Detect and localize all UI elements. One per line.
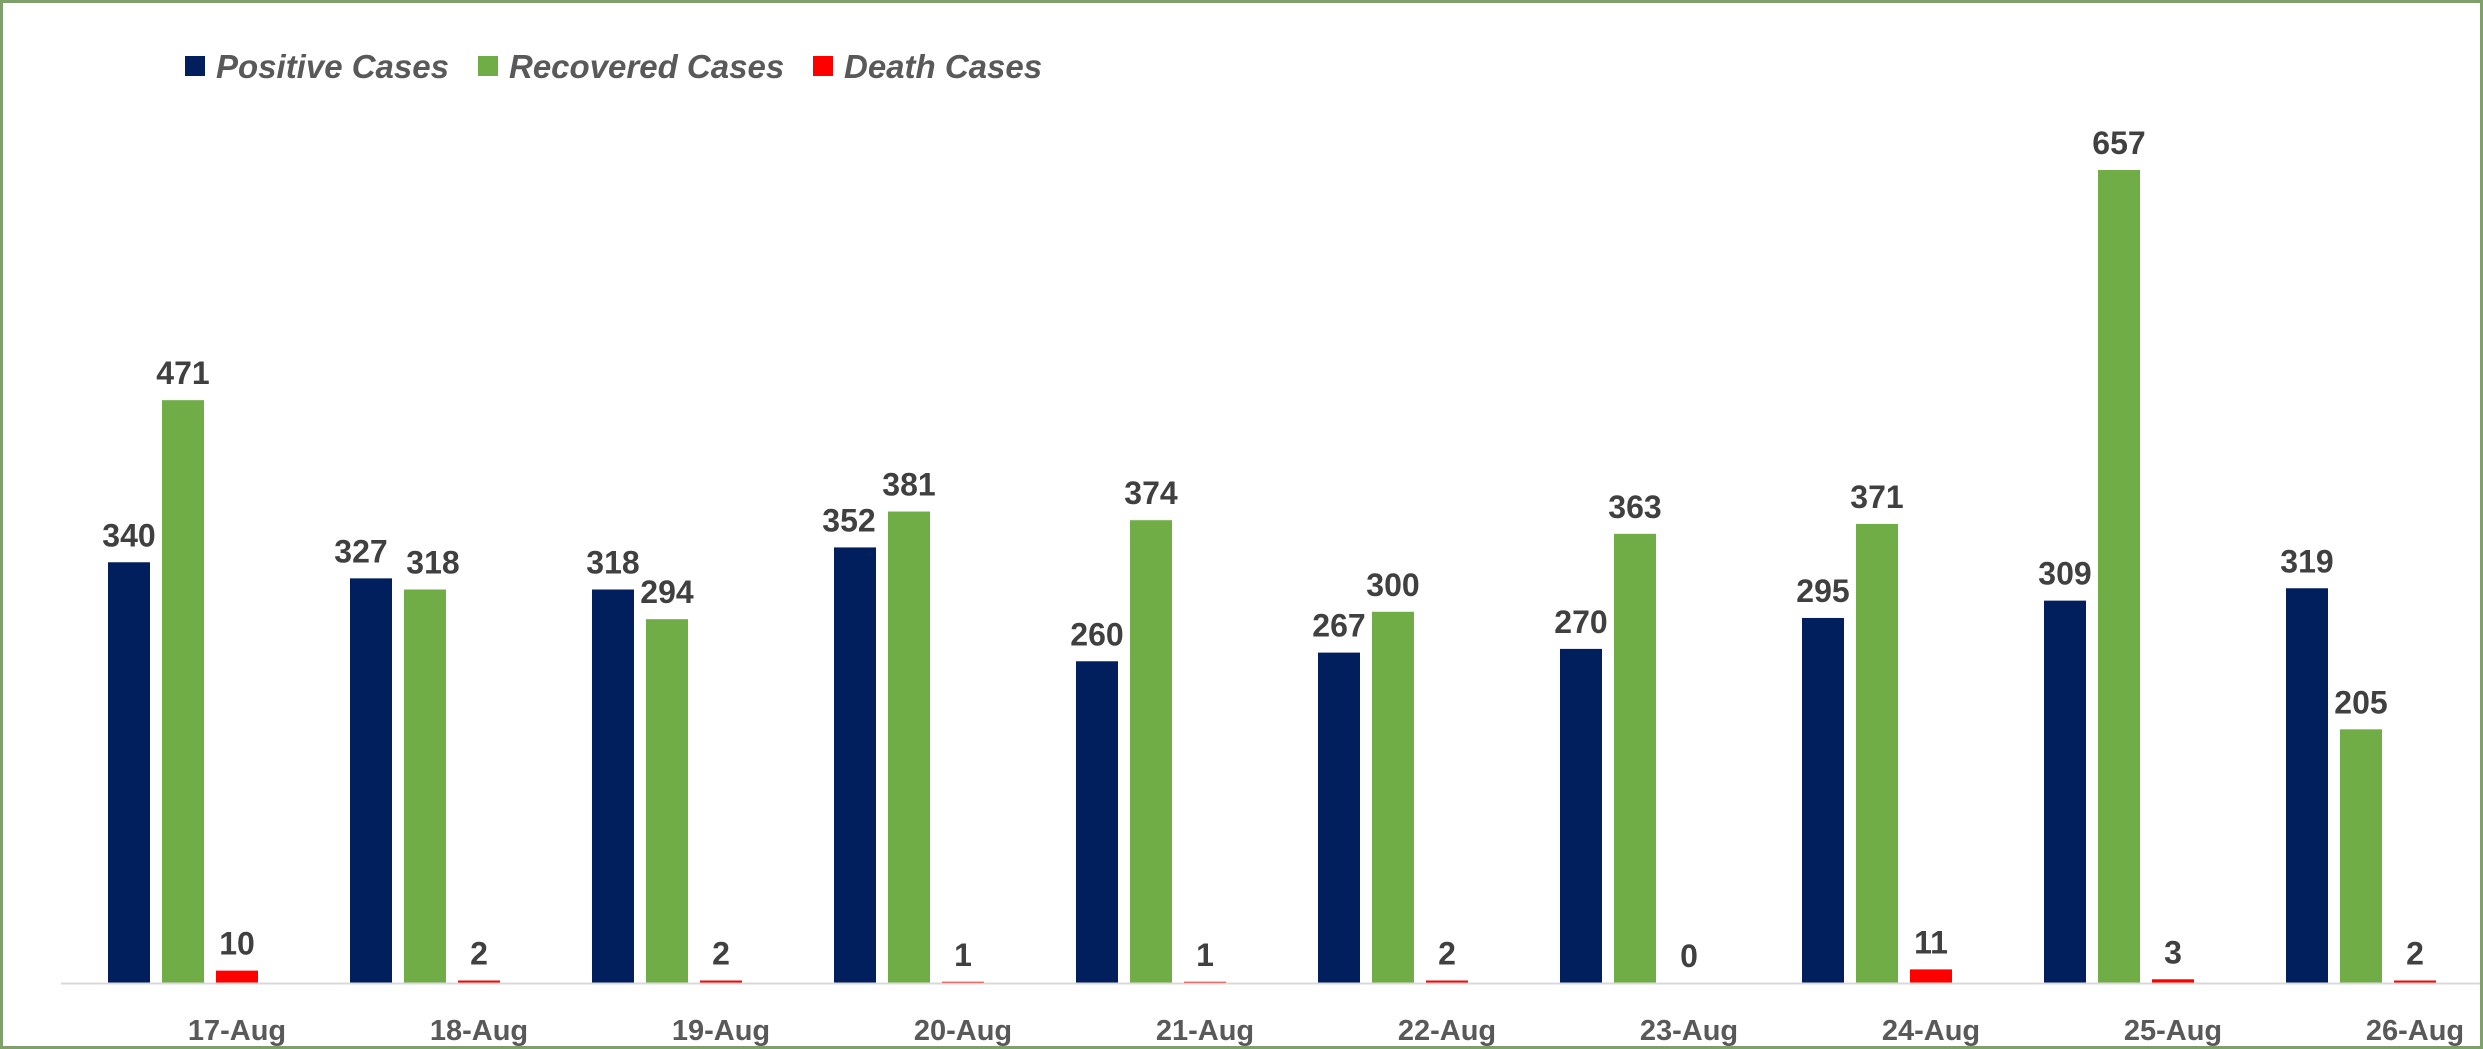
bars [108,170,2436,983]
data-label-death-cases-19-aug: 2 [712,936,730,972]
x-tick-label: 26-Aug [2366,1015,2464,1046]
data-label-positive-cases-24-aug: 295 [1796,573,1849,609]
bar-positive-cases-17-aug [108,562,150,983]
data-label-death-cases-18-aug: 2 [470,936,488,972]
bar-positive-cases-25-aug [2044,600,2086,983]
legend-swatch-positive-cases [185,56,205,76]
x-tick-label: 19-Aug [672,1015,770,1046]
data-label-positive-cases-17-aug: 340 [102,517,155,553]
bar-positive-cases-23-aug [1560,648,1602,983]
data-label-death-cases-21-aug: 1 [1196,937,1214,973]
bar-death-cases-22-aug [1426,980,1468,983]
bar-death-cases-24-aug [1910,969,1952,983]
bar-recovered-cases-25-aug [2098,170,2140,983]
bar-recovered-cases-17-aug [162,400,204,983]
data-label-positive-cases-19-aug: 318 [586,544,639,580]
bar-positive-cases-20-aug [834,547,876,983]
data-label-positive-cases-21-aug: 260 [1070,616,1123,652]
legend-swatch-death-cases [813,56,833,76]
bar-recovered-cases-22-aug [1372,611,1414,983]
bar-positive-cases-22-aug [1318,652,1360,983]
data-label-recovered-cases-20-aug: 381 [882,467,935,503]
bar-chart: Positive Cases Recovered Cases Death Cases… [61,48,2480,1046]
data-label-positive-cases-20-aug: 352 [822,502,875,538]
bar-recovered-cases-18-aug [404,589,446,983]
data-label-positive-cases-23-aug: 270 [1554,604,1607,640]
x-tick-label: 25-Aug [2124,1015,2222,1046]
data-label-death-cases-26-aug: 2 [2406,936,2424,972]
data-label-death-cases-20-aug: 1 [954,937,972,973]
bar-positive-cases-21-aug [1076,661,1118,983]
data-label-death-cases-23-aug: 0 [1680,938,1698,974]
data-label-positive-cases-25-aug: 309 [2038,556,2091,592]
bar-positive-cases-18-aug [350,578,392,983]
bar-death-cases-19-aug [700,980,742,983]
data-label-recovered-cases-25-aug: 657 [2092,125,2145,161]
data-label-recovered-cases-22-aug: 300 [1366,567,1419,603]
bar-recovered-cases-21-aug [1130,520,1172,983]
data-label-death-cases-22-aug: 2 [1438,936,1456,972]
bar-death-cases-25-aug [2152,979,2194,983]
bar-recovered-cases-20-aug [888,511,930,983]
data-label-death-cases-17-aug: 10 [219,926,255,962]
data-label-recovered-cases-24-aug: 371 [1850,479,1903,515]
bar-recovered-cases-26-aug [2340,729,2382,983]
x-axis: 17-Aug 18-Aug 19-Aug 20-Aug 21-Aug 22-Aug 23-A… [61,982,2480,1046]
bar-death-cases-20-aug [942,981,984,983]
data-label-death-cases-24-aug: 11 [1914,924,1948,960]
x-tick-label: 20-Aug [914,1015,1012,1046]
x-tick-label: 21-Aug [1156,1015,1254,1046]
data-label-recovered-cases-18-aug: 318 [406,544,459,580]
data-label-recovered-cases-21-aug: 374 [1124,475,1178,511]
bar-positive-cases-24-aug [1802,617,1844,983]
x-tick-label: 22-Aug [1398,1015,1496,1046]
bar-death-cases-17-aug [216,970,258,983]
data-label-positive-cases-26-aug: 319 [2280,543,2333,579]
bar-positive-cases-26-aug [2286,588,2328,983]
legend: Positive Cases Recovered Cases Death Cases [185,48,1042,85]
data-label-recovered-cases-19-aug: 294 [640,574,694,610]
bar-death-cases-26-aug [2394,980,2436,983]
bar-recovered-cases-24-aug [1856,523,1898,983]
data-label-recovered-cases-17-aug: 471 [156,355,209,391]
data-label-positive-cases-22-aug: 267 [1312,608,1365,644]
x-tick-label: 18-Aug [430,1015,528,1046]
bar-death-cases-21-aug [1184,981,1226,983]
data-label-recovered-cases-26-aug: 205 [2334,684,2387,720]
x-tick-label: 24-Aug [1882,1015,1980,1046]
x-tick-label: 17-Aug [188,1015,286,1046]
data-label-death-cases-25-aug: 3 [2164,934,2182,970]
bar-death-cases-18-aug [458,980,500,983]
x-tick-label: 23-Aug [1640,1015,1738,1046]
bar-recovered-cases-19-aug [646,619,688,983]
legend-label-positive-cases: Positive Cases [216,48,449,85]
data-label-positive-cases-18-aug: 327 [334,533,387,569]
bar-recovered-cases-23-aug [1614,533,1656,983]
bar-positive-cases-19-aug [592,589,634,983]
legend-swatch-recovered-cases [478,56,498,76]
data-label-recovered-cases-23-aug: 363 [1608,489,1661,525]
legend-label-recovered-cases: Recovered Cases [509,48,784,85]
legend-label-death-cases: Death Cases [844,48,1042,85]
